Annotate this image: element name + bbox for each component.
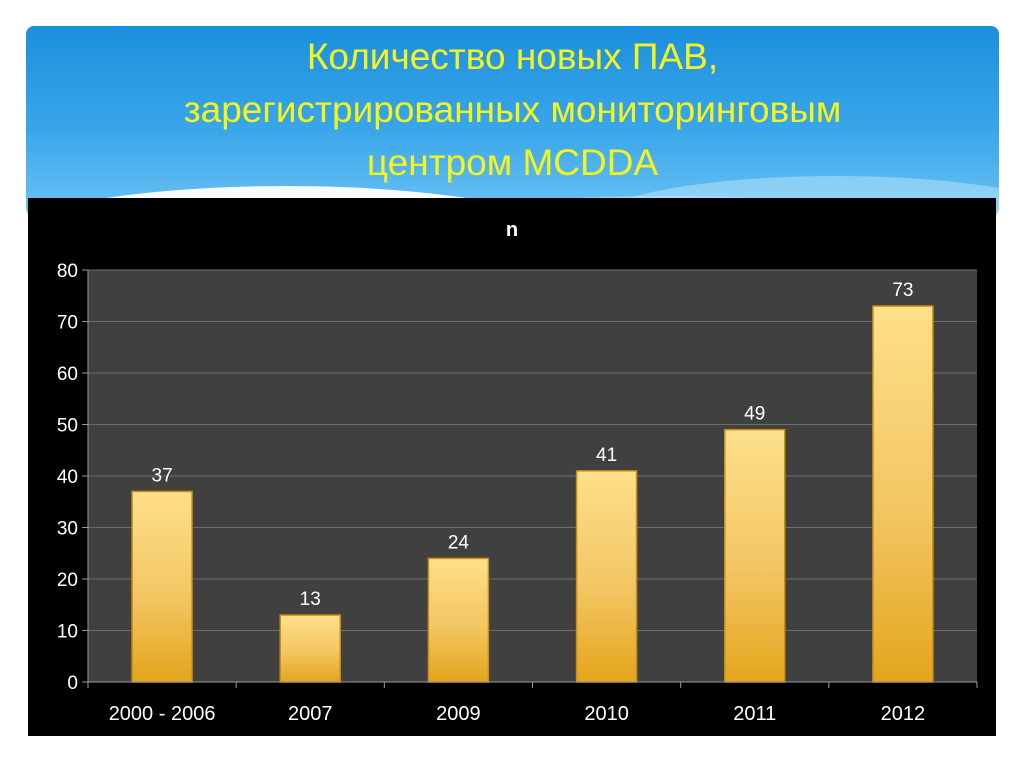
chart-title: n: [506, 219, 518, 241]
x-tick-label: 2000 - 2006: [109, 703, 216, 725]
bars: [131, 305, 934, 683]
data-label: 13: [300, 589, 321, 610]
y-tick-label: 0: [67, 673, 78, 694]
x-tick-label: 2010: [584, 703, 629, 725]
title-banner: [26, 26, 999, 216]
x-tick-label: 2009: [436, 703, 481, 725]
y-tick-label: 30: [57, 519, 78, 540]
x-tick-label: 2007: [288, 703, 333, 725]
y-tick-label: 40: [57, 467, 78, 488]
slide-title: Количество новых ПАВ, зарегистрированных…: [26, 30, 999, 189]
bar-2010: [575, 470, 638, 683]
data-label: 24: [448, 532, 470, 553]
y-tick-label: 10: [57, 622, 78, 643]
data-label: 37: [152, 465, 173, 486]
data-label: 49: [744, 404, 765, 425]
y-tick-label: 60: [57, 364, 78, 385]
axes: [82, 269, 978, 688]
y-tick-label: 80: [57, 261, 78, 282]
x-tick-label: 2012: [881, 703, 926, 725]
slide-title-line: Количество новых ПАВ,: [306, 36, 719, 77]
data-label: 73: [892, 280, 913, 301]
bar-2000-2006: [131, 490, 193, 683]
bar-2007: [279, 614, 341, 683]
slide-title-line: центром MCDDA: [366, 142, 659, 183]
chart-container: n 0 10 20 30 40 50 60 70 80 37 2000 - 2006 13 2007 24…: [28, 198, 996, 736]
x-tick-label: 2011: [733, 703, 776, 725]
data-label: 41: [596, 445, 617, 466]
bar-2009: [427, 557, 490, 683]
slide-title-line: зарегистрированных мониторинговым: [183, 89, 842, 130]
gridlines: [88, 269, 977, 631]
bar-2012: [872, 305, 934, 683]
bar-chart: n 0 10 20 30 40 50 60 70 80 37 2000 - 2006 13 2007 24…: [57, 219, 978, 725]
y-tick-label: 70: [57, 313, 78, 334]
y-tick-label: 50: [57, 416, 78, 437]
bar-2011: [724, 428, 786, 683]
y-tick-label: 20: [57, 570, 78, 591]
labels: 0 10 20 30 40 50 60 70 80 37 2000 - 2006 13 2007 24 20…: [57, 261, 925, 725]
